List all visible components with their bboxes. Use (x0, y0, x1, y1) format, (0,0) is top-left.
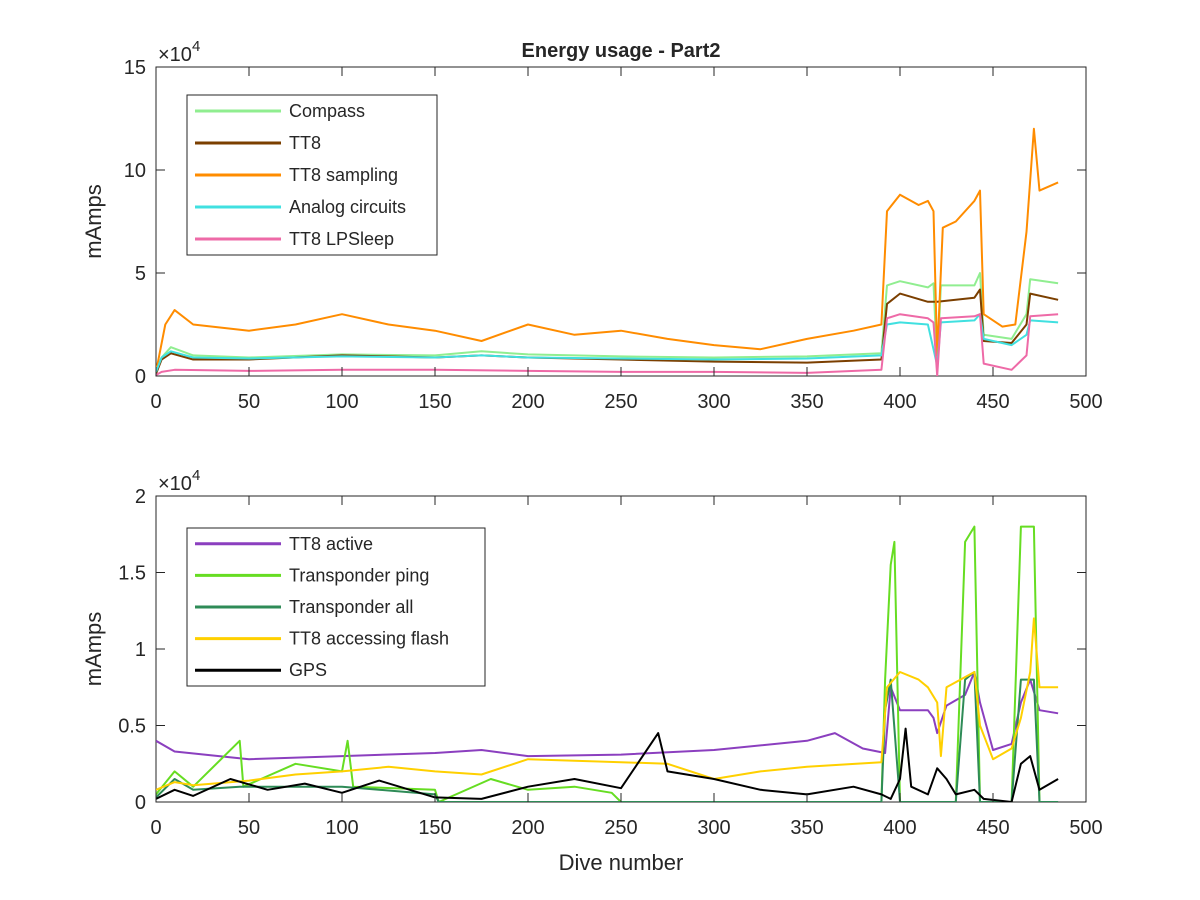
x-tick-label: 0 (150, 817, 161, 839)
y-tick-label: 1.5 (118, 563, 146, 585)
legend-entry: Transponder all (195, 597, 413, 617)
chart-title: Energy usage - Part2 (522, 40, 721, 62)
legend-label: Compass (289, 101, 365, 121)
x-tick-label: 150 (418, 817, 451, 839)
x-tick-label: 100 (325, 817, 358, 839)
x-tick-label: 300 (697, 817, 730, 839)
legend-entry: TT8 sampling (195, 165, 398, 185)
x-tick-label: 400 (883, 817, 916, 839)
y-tick-label: 2 (135, 486, 146, 508)
y-tick-label: 0 (135, 792, 146, 814)
legend-label: Transponder all (289, 597, 413, 617)
series-line-tt8-lpsleep (156, 313, 1059, 376)
x-tick-label: 400 (883, 391, 916, 413)
x-tick-label: 450 (976, 817, 1009, 839)
x-tick-label: 350 (790, 391, 823, 413)
legend-entry: TT8 accessing flash (195, 629, 449, 649)
y-tick-label: 1 (135, 639, 146, 661)
x-axis-label: Dive number (559, 850, 684, 875)
series-line-analog-circuits (156, 313, 1059, 373)
legend: Compass TT8 TT8 sampling Analog circuits TT8… (186, 94, 438, 256)
legend-label: GPS (289, 660, 327, 680)
x-tick-label: 500 (1069, 817, 1102, 839)
y-exponent-power: 4 (192, 38, 200, 55)
y-exponent-label: ×104 (158, 467, 200, 495)
x-tick-label: 200 (511, 391, 544, 413)
legend-label: Analog circuits (289, 197, 406, 217)
legend-entry: Compass (195, 101, 365, 121)
x-tick-label: 300 (697, 391, 730, 413)
x-tick-label: 450 (976, 391, 1009, 413)
top-subplot: 0 50 100 150 200 250 300 350 400 450 500 0 5 10 15 ×104… (81, 38, 1103, 413)
x-tick-label: 50 (238, 391, 260, 413)
y-axis-label: mAmps (81, 184, 106, 259)
series-group (156, 127, 1059, 376)
legend-entry: TT8 active (195, 534, 373, 554)
legend: TT8 active Transponder ping Transponder al… (186, 527, 486, 687)
series-line-tt8-active (156, 671, 1059, 761)
x-tick-label: 150 (418, 391, 451, 413)
legend-label: TT8 sampling (289, 165, 398, 185)
x-tick-label: 200 (511, 817, 544, 839)
x-tick-label: 50 (238, 817, 260, 839)
bottom-subplot: 0 50 100 150 200 250 300 350 400 450 500 0 0.5 1 1.5 2 ×… (81, 467, 1103, 875)
y-tick-label: 10 (124, 160, 146, 182)
y-tick-label: 15 (124, 57, 146, 79)
legend-entry: TT8 (195, 133, 321, 153)
x-tick-label: 250 (604, 817, 637, 839)
y-exponent-label: ×104 (158, 38, 200, 66)
legend-entry: Transponder ping (195, 565, 429, 585)
legend-label: Transponder ping (289, 565, 429, 585)
legend-entry: Analog circuits (195, 197, 406, 217)
x-tick-label: 350 (790, 817, 823, 839)
series-line-tt8-accessing-flash (156, 617, 1059, 791)
x-tick-label: 250 (604, 391, 637, 413)
y-exponent-power: 4 (192, 467, 200, 484)
y-tick-label: 0 (135, 366, 146, 388)
x-tick-label: 0 (150, 391, 161, 413)
legend-entry: GPS (195, 660, 327, 680)
legend-label: TT8 LPSleep (289, 229, 394, 249)
y-tick-label: 5 (135, 263, 146, 285)
legend-entry: TT8 LPSleep (195, 229, 394, 249)
y-tick-label: 0.5 (118, 716, 146, 738)
legend-label: TT8 (289, 133, 321, 153)
legend-label: TT8 accessing flash (289, 629, 449, 649)
series-line-transponder-ping (156, 525, 1059, 802)
series-line-tt8-sampling (156, 127, 1059, 373)
x-tick-label: 500 (1069, 391, 1102, 413)
x-tick-label: 100 (325, 391, 358, 413)
legend-label: TT8 active (289, 534, 373, 554)
series-line-tt8 (156, 288, 1059, 375)
y-axis-label: mAmps (81, 612, 106, 687)
